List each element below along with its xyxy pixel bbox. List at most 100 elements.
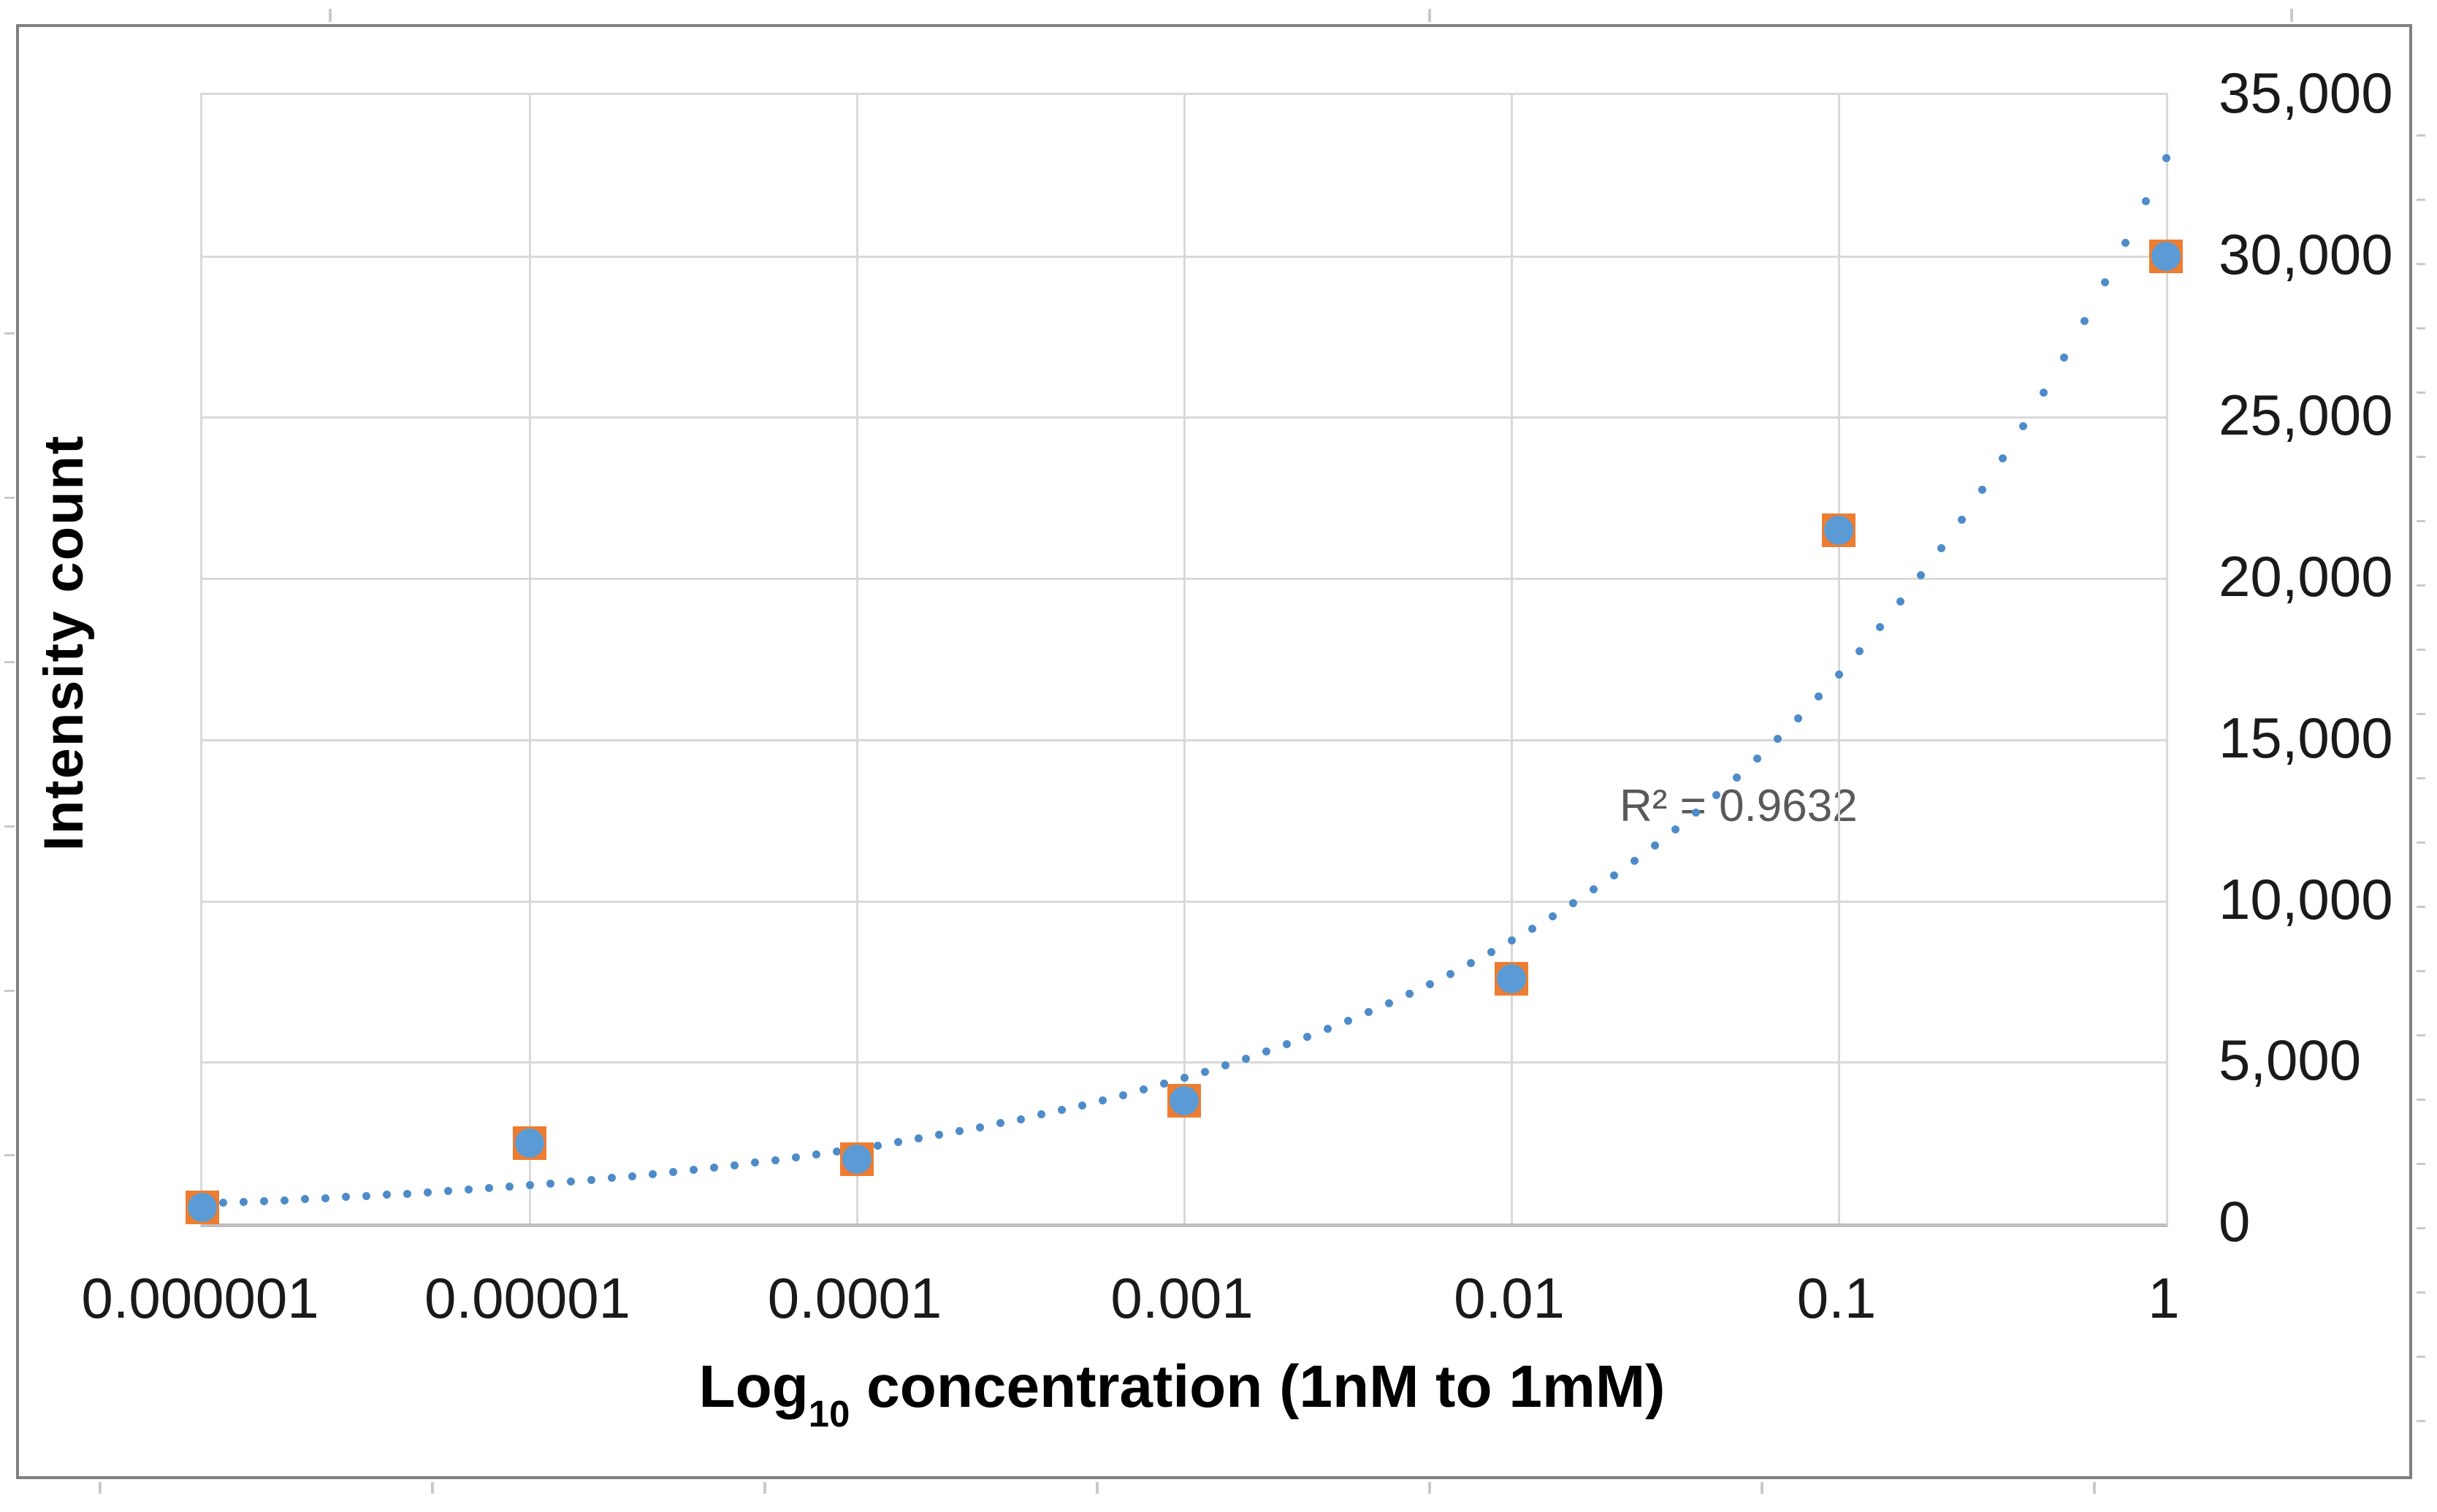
trendline-dot [1037,1110,1045,1119]
y-gridline [202,1061,2166,1064]
frame-tick-mark [2417,1356,2425,1358]
trendline-dot [1344,1016,1352,1025]
frame-tick-mark [2417,906,2425,908]
data-point-marker [186,1190,219,1224]
trendline-dot [1794,714,1802,722]
trendline-dot [1528,924,1536,933]
y-axis-tick-label: 15,000 [2219,705,2393,770]
trendline-dot [1385,999,1393,1007]
chart-frame [16,24,2412,1479]
trendline-dot [1569,899,1577,908]
x-gridline [856,95,858,1223]
frame-tick-mark [2417,392,2425,394]
frame-tick-mark [4,497,15,499]
x-axis-title-subscript: 10 [808,1392,850,1435]
x-gridline [1183,95,1186,1223]
frame-tick-mark [2417,841,2425,844]
trendline-dot [1099,1096,1107,1104]
trendline-dot [1917,571,1925,580]
frame-tick-mark [2417,134,2425,137]
trendline-dot [403,1189,411,1198]
trendline-dot [219,1199,227,1207]
trendline-dot [1733,773,1741,782]
trendline-dot [526,1180,534,1189]
trendline-dot [894,1138,902,1147]
trendline-dot [1140,1085,1148,1094]
trendline-dot [2121,238,2129,247]
x-axis-tick-label: 0.0001 [767,1266,942,1330]
trendline-dot [1651,841,1659,849]
trendline-dot [546,1179,554,1188]
marker-fill [1824,515,1853,545]
trendline-dot [1671,825,1679,834]
trendline-dot [669,1168,677,1177]
frame-tick-mark [2417,649,2425,651]
frame-tick-mark [1428,1482,1431,1494]
trendline-dot [1856,647,1864,656]
trendline-dot [301,1195,309,1204]
frame-tick-mark [4,661,15,663]
frame-tick-mark [2417,1099,2425,1101]
trendline-dot [812,1150,820,1159]
trendline-dot [1201,1067,1209,1076]
trendline-dot [260,1197,268,1205]
trendline-dot [935,1131,943,1139]
data-point-marker [840,1142,874,1176]
trendline-dot [1958,515,1966,524]
trendline-dot [1835,670,1843,679]
frame-tick-mark [4,332,15,335]
frame-tick-mark [2417,584,2425,587]
trendline-dot [1303,1032,1311,1041]
trendline-dot [321,1194,329,1202]
frame-tick-mark [4,1154,15,1156]
y-gridline [202,578,2166,581]
trendline-dot [710,1163,718,1172]
trendline-dot [2040,389,2048,397]
frame-tick-mark [2417,970,2425,972]
x-axis-tick-label: 0.00001 [424,1266,630,1330]
data-point-marker [513,1126,546,1160]
data-point-marker [1167,1084,1201,1118]
frame-tick-mark [2417,1227,2425,1229]
x-axis-title-main: Log [698,1353,809,1420]
trendline-dot [1160,1080,1168,1088]
trendline-dot [2162,153,2170,162]
trendline-dot [2081,316,2089,325]
trendline-dot [1446,969,1454,978]
x-gridline [1511,95,1513,1223]
frame-tick-mark [2093,1482,2096,1494]
trendline-dot [1610,871,1618,880]
marker-fill [842,1144,872,1174]
trendline-dot [1712,791,1720,800]
frame-tick-mark [2417,713,2425,715]
trendline-dot [342,1193,350,1202]
trendline-dot [485,1184,493,1193]
trendline-dot [2142,197,2150,206]
x-gridline [1838,95,1840,1223]
trendline-dot [1365,1007,1373,1016]
frame-tick-mark [2417,327,2425,329]
trendline-dot [1815,692,1823,701]
y-gridline [202,416,2166,419]
trendline-dot [792,1153,800,1162]
trendline-dot [1017,1115,1025,1123]
trendline-dot [1181,1074,1189,1083]
x-axis-title: Log10 concentration (1nM to 1mM) [200,1353,2164,1435]
y-axis-tick-label: 30,000 [2219,221,2393,286]
y-axis-tick-label: 25,000 [2219,383,2393,448]
trendline-dot [915,1134,923,1143]
frame-tick-mark [2417,263,2425,265]
y-gridline [202,738,2166,741]
trendline-dot [1467,959,1475,968]
frame-tick-mark [1428,9,1431,22]
trendline-dot [1262,1047,1270,1056]
frame-tick-mark [763,1482,766,1494]
trendline-dot [1631,856,1639,865]
y-gridline [202,900,2166,903]
trendline-dot [444,1187,452,1195]
trendline-dot [1876,622,1884,631]
trendline-dot [1487,948,1495,957]
trendline-dot [1324,1024,1332,1033]
trendline-dot [1692,809,1700,817]
frame-tick-mark [2417,199,2425,201]
